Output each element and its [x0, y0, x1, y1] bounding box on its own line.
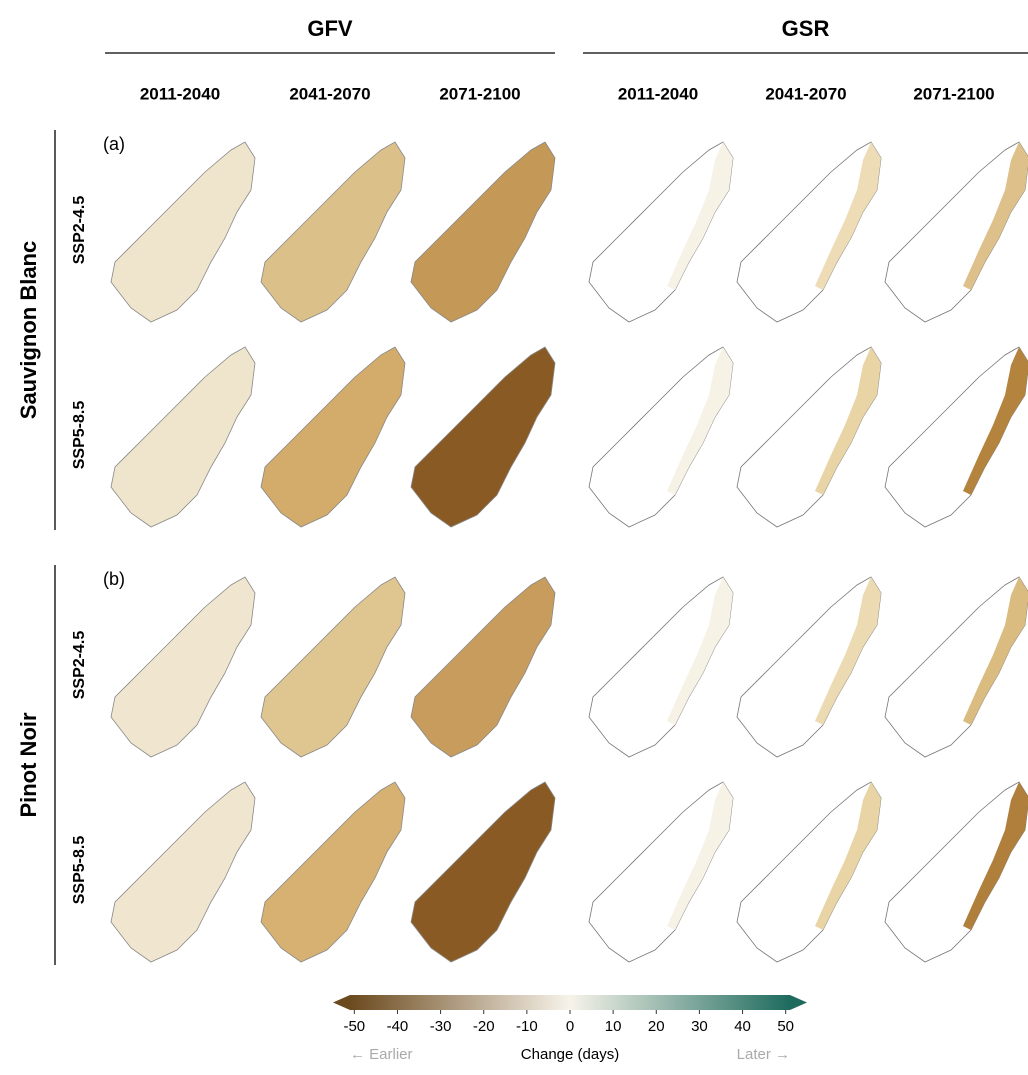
map-outline	[589, 347, 733, 527]
colorbar-tick-label: -30	[430, 1018, 452, 1035]
map-fill	[261, 782, 405, 962]
map-fill	[111, 782, 255, 962]
map-outline	[589, 577, 733, 757]
period-label: 2011-2040	[618, 84, 698, 103]
map-panel	[589, 142, 733, 322]
map-panel	[885, 782, 1028, 962]
map-panel	[411, 142, 555, 322]
colorbar-tick-label: 10	[605, 1018, 622, 1035]
map-panel	[737, 782, 881, 962]
colorbar-tick-label: 0	[566, 1018, 574, 1035]
map-panel	[411, 577, 555, 757]
map-panel	[885, 347, 1028, 527]
variety-label: Pinot Noir	[16, 712, 41, 818]
map-panel	[261, 577, 405, 757]
map-panel	[111, 347, 255, 527]
later-label: Later →	[737, 1046, 790, 1063]
map-fill	[411, 782, 555, 962]
colorbar-tick-label: -10	[516, 1018, 538, 1035]
map-panel	[737, 347, 881, 527]
scenario-label: SSP2-4.5	[71, 196, 88, 265]
scenario-label: SSP5-8.5	[71, 836, 88, 905]
map-outline	[885, 142, 1028, 322]
colorbar-tick-label: -40	[387, 1018, 409, 1035]
scenario-label: SSP5-8.5	[71, 401, 88, 470]
colorbar-tick-label: 20	[648, 1018, 665, 1035]
map-outline	[737, 577, 881, 757]
map-panel	[111, 577, 255, 757]
map-panel	[261, 347, 405, 527]
map-panel	[411, 347, 555, 527]
period-label: 2011-2040	[140, 84, 220, 103]
map-panel	[589, 347, 733, 527]
map-fill	[261, 577, 405, 757]
period-label: 2071-2100	[913, 84, 994, 103]
map-panel	[261, 782, 405, 962]
colorbar-tick-label: -20	[473, 1018, 495, 1035]
colorbar-low-arrow	[333, 995, 350, 1010]
colorbar	[350, 995, 790, 1010]
map-panel	[261, 142, 405, 322]
earlier-label: ← Earlier	[350, 1046, 413, 1063]
map-panel	[589, 577, 733, 757]
map-outline	[737, 782, 881, 962]
group-title: GFV	[307, 16, 353, 41]
period-label: 2071-2100	[439, 84, 520, 103]
group-title: GSR	[782, 16, 830, 41]
map-fill	[411, 347, 555, 527]
map-fill	[411, 577, 555, 757]
map-fill	[111, 577, 255, 757]
variety-label: Sauvignon Blanc	[16, 241, 41, 419]
map-panel	[737, 577, 881, 757]
map-fill	[261, 347, 405, 527]
map-fill	[111, 142, 255, 322]
colorbar-tick-label: 50	[777, 1018, 794, 1035]
scenario-label: SSP2-4.5	[71, 631, 88, 700]
map-outline	[737, 347, 881, 527]
map-panel	[885, 577, 1028, 757]
period-label: 2041-2070	[289, 84, 370, 103]
map-outline	[737, 142, 881, 322]
map-panel	[589, 782, 733, 962]
map-fill	[411, 142, 555, 322]
map-fill	[111, 347, 255, 527]
colorbar-tick-label: 30	[691, 1018, 708, 1035]
map-panel	[885, 142, 1028, 322]
colorbar-label: Change (days)	[521, 1046, 619, 1063]
colorbar-tick-label: 40	[734, 1018, 751, 1035]
map-outline	[589, 142, 733, 322]
map-panel	[111, 142, 255, 322]
map-outline	[589, 782, 733, 962]
period-label: 2041-2070	[765, 84, 846, 103]
map-outline	[885, 782, 1028, 962]
map-panel	[411, 782, 555, 962]
map-fill	[261, 142, 405, 322]
panel-letter: (b)	[103, 569, 125, 589]
colorbar-tick-label: -50	[343, 1018, 365, 1035]
map-outline	[885, 577, 1028, 757]
map-panel	[111, 782, 255, 962]
map-panel	[737, 142, 881, 322]
colorbar-high-arrow	[790, 995, 807, 1010]
panel-letter: (a)	[103, 134, 125, 154]
map-outline	[885, 347, 1028, 527]
